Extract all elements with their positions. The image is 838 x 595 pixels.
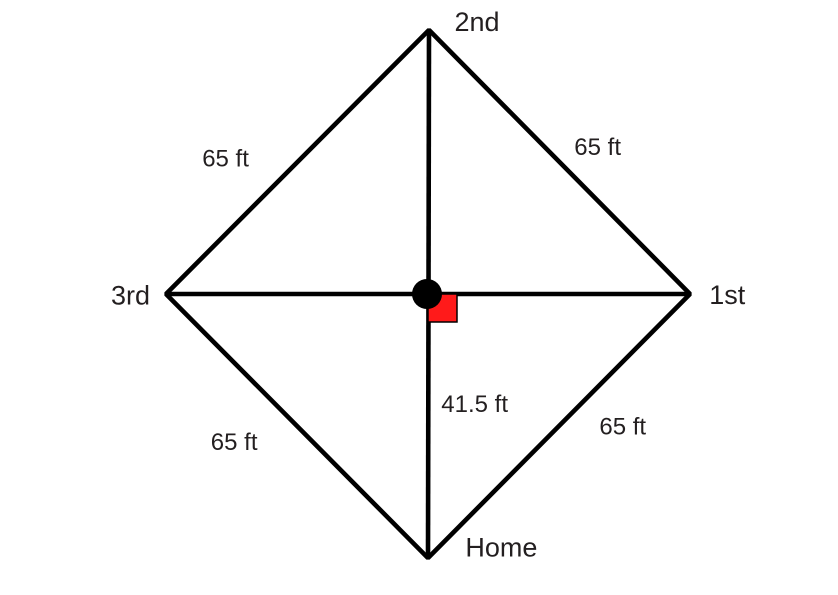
svg-text:41.5 ft: 41.5 ft bbox=[441, 391, 508, 418]
svg-text:65 ft: 65 ft bbox=[599, 413, 646, 440]
svg-text:65 ft: 65 ft bbox=[574, 134, 621, 161]
svg-text:65 ft: 65 ft bbox=[202, 146, 249, 173]
svg-text:3rd: 3rd bbox=[111, 281, 150, 311]
svg-text:Home: Home bbox=[465, 532, 537, 562]
svg-text:65 ft: 65 ft bbox=[211, 429, 258, 456]
svg-text:2nd: 2nd bbox=[455, 7, 500, 37]
svg-text:1st: 1st bbox=[709, 280, 746, 310]
